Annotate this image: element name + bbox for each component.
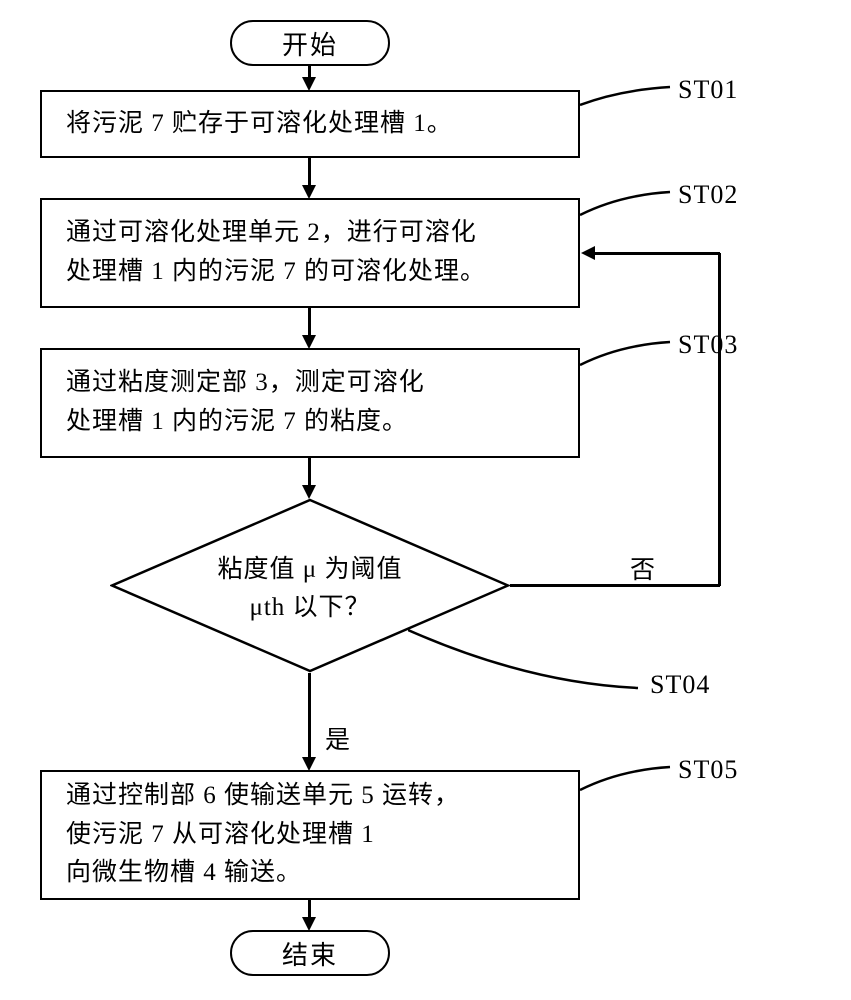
leader-line — [580, 765, 680, 805]
step-text: 处理槽 1 内的污泥 7 的可溶化处理。 — [66, 253, 486, 292]
decision-line: μth 以下？ — [110, 589, 510, 627]
leader-line — [580, 85, 680, 125]
feedback-line — [510, 584, 720, 587]
arrow-head — [302, 485, 316, 499]
end-label: 结束 — [282, 935, 338, 972]
leader-line — [580, 190, 680, 230]
arrow-head — [302, 77, 316, 91]
arrow-head — [581, 246, 595, 260]
step-text: 将污泥 7 贮存于可溶化处理槽 1。 — [66, 110, 453, 137]
step-st01: 将污泥 7 贮存于可溶化处理槽 1。 — [40, 90, 580, 158]
arrow-head — [302, 917, 316, 931]
arrow-head — [302, 335, 316, 349]
arrow-head — [302, 757, 316, 771]
feedback-line — [595, 252, 720, 255]
arrow — [308, 158, 311, 186]
step-st03: 通过粘度测定部 3，测定可溶化 处理槽 1 内的污泥 7 的粘度。 — [40, 348, 580, 458]
step-text: 向微生物槽 4 输送。 — [66, 854, 460, 893]
start-terminal: 开始 — [230, 20, 390, 66]
decision-text: 粘度值 μ 为阈值 μth 以下？ — [110, 551, 510, 626]
leader-line — [580, 340, 680, 380]
step-label-st04: ST04 — [650, 670, 710, 700]
step-st05: 通过控制部 6 使输送单元 5 运转， 使污泥 7 从可溶化处理槽 1 向微生物… — [40, 770, 580, 900]
step-label-st03: ST03 — [678, 330, 738, 360]
step-st02: 通过可溶化处理单元 2，进行可溶化 处理槽 1 内的污泥 7 的可溶化处理。 — [40, 198, 580, 308]
step-label-st02: ST02 — [678, 180, 738, 210]
arrow-head — [302, 185, 316, 199]
step-label-st01: ST01 — [678, 75, 738, 105]
arrow — [308, 458, 311, 486]
step-text: 通过可溶化处理单元 2，进行可溶化 — [66, 214, 486, 253]
step-text: 使污泥 7 从可溶化处理槽 1 — [66, 816, 460, 855]
arrow — [308, 308, 311, 336]
end-terminal: 结束 — [230, 930, 390, 976]
branch-no: 否 — [630, 550, 657, 586]
arrow — [308, 900, 311, 918]
leader-line — [408, 628, 648, 698]
start-label: 开始 — [282, 25, 338, 62]
step-text: 通过控制部 6 使输送单元 5 运转， — [66, 777, 460, 816]
step-label-st05: ST05 — [678, 755, 738, 785]
step-text: 处理槽 1 内的污泥 7 的粘度。 — [66, 403, 425, 442]
feedback-line — [718, 253, 721, 586]
decision-line: 粘度值 μ 为阈值 — [110, 551, 510, 589]
step-text: 通过粘度测定部 3，测定可溶化 — [66, 364, 425, 403]
arrow — [308, 673, 311, 758]
branch-yes: 是 — [325, 720, 352, 756]
